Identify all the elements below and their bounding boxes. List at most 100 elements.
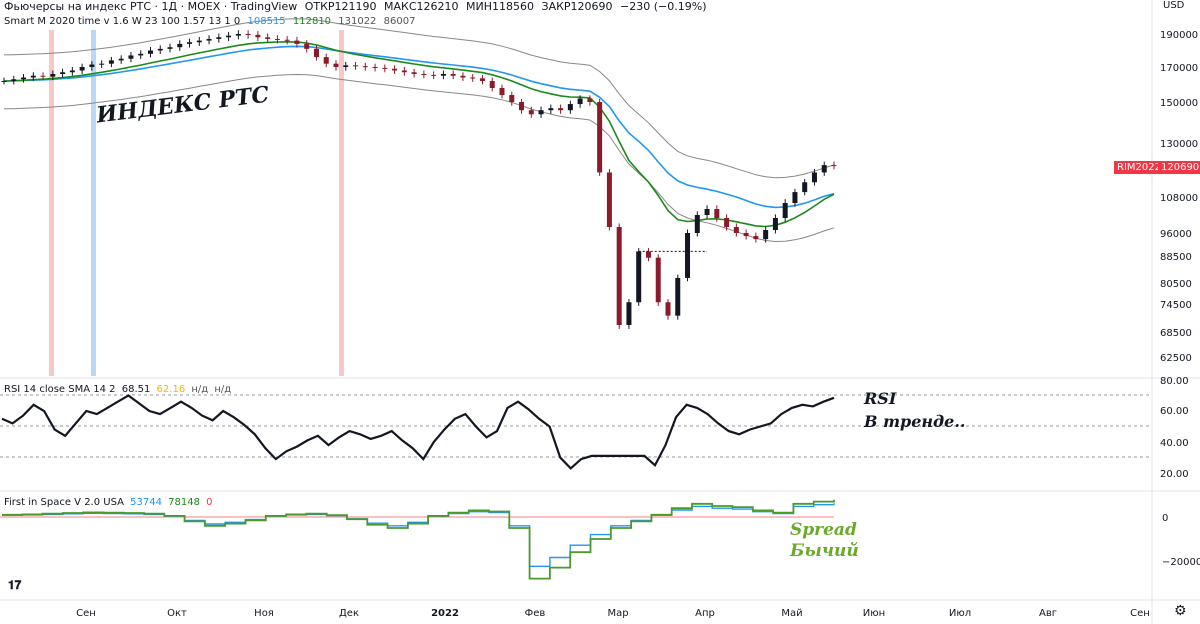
green-ma-line bbox=[3, 40, 835, 228]
rsi-legend[interactable]: RSI 14 close SMA 14 2 68.51 62.16 н/д н/… bbox=[4, 384, 234, 395]
candle-body bbox=[665, 302, 671, 316]
rsi-tick-label: 80.00 bbox=[1160, 376, 1189, 387]
candle-body bbox=[60, 72, 66, 74]
candle-body bbox=[577, 98, 583, 105]
candle-body bbox=[811, 172, 817, 183]
ohlc-close: ЗАКР120690 bbox=[541, 0, 613, 13]
rsi-tick-label: 20.00 bbox=[1160, 469, 1189, 480]
candle-body bbox=[196, 40, 202, 43]
candle-body bbox=[772, 218, 778, 230]
price-tick-label: 170000 bbox=[1160, 63, 1198, 74]
candle-body bbox=[714, 209, 720, 218]
candle-body bbox=[401, 70, 407, 73]
candle-body bbox=[304, 43, 310, 49]
spread-value-2: 78148 bbox=[168, 497, 200, 508]
price-tick-label: 190000 bbox=[1160, 30, 1198, 41]
price-tick-label: 96000 bbox=[1160, 229, 1192, 240]
candle-body bbox=[177, 43, 183, 48]
candle-body bbox=[99, 63, 105, 65]
time-tick-label: Дек bbox=[339, 608, 359, 619]
settings-gear-icon[interactable]: ⚙ bbox=[1174, 603, 1187, 619]
rsi-na-1: н/д bbox=[191, 384, 209, 395]
candle-body bbox=[382, 67, 388, 69]
price-tick-label: 150000 bbox=[1160, 98, 1198, 109]
candle-body bbox=[11, 79, 17, 81]
candle-body bbox=[489, 81, 495, 88]
chart-title: Фьючерсы на индекс РТС · 1Д · MOEX · Tra… bbox=[4, 0, 298, 13]
time-tick-label: Сен bbox=[1130, 608, 1150, 619]
candle-body bbox=[157, 48, 163, 51]
candle-body bbox=[50, 74, 56, 77]
annotation-rsi-sub: В тренде.. bbox=[864, 412, 966, 431]
candle-body bbox=[167, 47, 173, 49]
rsi-ma-value: 62.16 bbox=[156, 384, 186, 395]
last-price-tag: 120690 bbox=[1158, 161, 1200, 174]
candle-body bbox=[245, 34, 251, 35]
candle-body bbox=[392, 68, 398, 71]
candle-body bbox=[528, 110, 534, 115]
candle-body bbox=[89, 64, 95, 67]
rsi-tick-label: 60.00 bbox=[1160, 406, 1189, 417]
candle-body bbox=[79, 67, 85, 71]
candle-body bbox=[753, 236, 759, 240]
candle-body bbox=[411, 72, 417, 74]
candle-body bbox=[538, 110, 544, 115]
price-tick-label: 68500 bbox=[1160, 328, 1192, 339]
candle-body bbox=[265, 37, 271, 39]
session-band bbox=[91, 30, 96, 376]
ohlc-low: МИН118560 bbox=[466, 0, 535, 13]
indicator-value-1: 108515 bbox=[247, 16, 286, 27]
ohlc-high: МАКС126210 bbox=[384, 0, 459, 13]
time-tick-label: Июл bbox=[949, 608, 971, 619]
candle-body bbox=[479, 78, 485, 81]
candle-body bbox=[519, 102, 525, 111]
price-tick-label: 130000 bbox=[1160, 139, 1198, 150]
candle-body bbox=[450, 74, 456, 76]
time-tick-label: Июн bbox=[863, 608, 885, 619]
candle-body bbox=[128, 55, 134, 59]
indicator-value-3: 131022 bbox=[338, 16, 377, 27]
indicator-value-2: 112810 bbox=[292, 16, 332, 27]
candle-body bbox=[704, 209, 710, 215]
candle-body bbox=[147, 50, 153, 54]
candle-body bbox=[21, 77, 27, 80]
candle-body bbox=[333, 63, 339, 67]
time-tick-label: Мар bbox=[607, 608, 628, 619]
candle-body bbox=[626, 302, 632, 325]
candle-body bbox=[548, 108, 554, 111]
candle-body bbox=[636, 251, 642, 303]
ohlc-change: −230 (−0.19%) bbox=[620, 0, 707, 13]
candle-body bbox=[255, 34, 261, 38]
candle-body bbox=[30, 75, 36, 78]
candle-body bbox=[831, 165, 837, 167]
rsi-tick-label: 40.00 bbox=[1160, 438, 1189, 449]
price-tick-label: 88500 bbox=[1160, 252, 1192, 263]
candle-body bbox=[743, 233, 749, 237]
time-tick-label: Авг bbox=[1039, 608, 1057, 619]
candle-body bbox=[763, 230, 769, 240]
time-tick-label: Фев bbox=[525, 608, 546, 619]
candle-body bbox=[499, 88, 505, 95]
candle-body bbox=[606, 172, 612, 227]
candle-body bbox=[724, 218, 730, 227]
candle-body bbox=[421, 74, 427, 75]
candle-body bbox=[313, 48, 319, 58]
ohlc-open: ОТКР121190 bbox=[304, 0, 377, 13]
spread-legend[interactable]: First in Space V 2.0 USA 53744 78148 0 bbox=[4, 497, 216, 508]
rsi-value: 68.51 bbox=[121, 384, 151, 395]
candle-body bbox=[440, 74, 446, 76]
spread-value-3: 0 bbox=[206, 497, 213, 508]
candle-body bbox=[1, 81, 7, 82]
candle-body bbox=[69, 70, 75, 73]
time-tick-label: Май bbox=[781, 608, 802, 619]
candle-body bbox=[802, 182, 808, 193]
indicator-legend[interactable]: Smart M 2020 time v 1.6 W 23 100 1.57 13… bbox=[4, 16, 419, 27]
session-band bbox=[49, 30, 54, 376]
candle-body bbox=[323, 57, 329, 64]
candle-body bbox=[431, 74, 437, 76]
tradingview-logo[interactable]: 𝟏𝟕 bbox=[8, 578, 22, 592]
candle-body bbox=[792, 192, 798, 203]
rsi-na-2: н/д bbox=[214, 384, 232, 395]
candle-body bbox=[694, 215, 700, 233]
time-tick-label: 2022 bbox=[431, 608, 459, 619]
